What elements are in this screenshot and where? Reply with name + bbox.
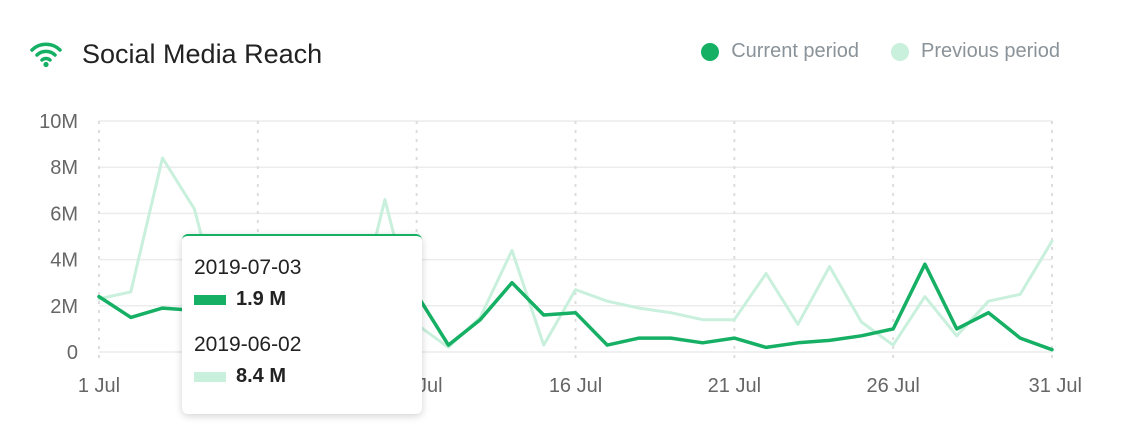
tooltip-swatch-previous <box>194 371 226 382</box>
tooltip-row-current: 1.9 M <box>194 288 422 311</box>
chart-tooltip: 2019-07-03 1.9 M 2019-06-02 8.4 M <box>182 234 422 414</box>
x-tick-label: 21 Jul <box>708 375 761 397</box>
legend-item-current[interactable]: Current period <box>701 40 859 63</box>
tooltip-date-previous: 2019-06-02 <box>194 333 302 356</box>
tooltip-row-previous: 8.4 M <box>194 365 422 388</box>
tooltip-value-previous: 8.4 M <box>236 365 287 387</box>
y-tick-label: 4M <box>50 250 78 272</box>
legend-dot-current <box>701 42 720 61</box>
tooltip-date-current: 2019-07-03 <box>194 256 302 279</box>
legend-label-current: Current period <box>731 40 860 62</box>
tooltip-swatch-current <box>194 294 226 305</box>
legend-label-previous: Previous period <box>921 40 1060 62</box>
wifi-icon <box>30 42 62 68</box>
chart-header: Social Media Reach <box>28 36 322 72</box>
x-tick-label: 1 Jul <box>78 375 120 397</box>
chart-title: Social Media Reach <box>82 38 323 69</box>
y-tick-label: 2M <box>50 296 78 318</box>
chart-legend: Current period Previous period <box>669 40 1060 63</box>
y-tick-label: 8M <box>50 157 78 179</box>
x-tick-label: 16 Jul <box>549 375 602 397</box>
x-tick-label: 31 Jul <box>1029 375 1082 397</box>
legend-dot-previous <box>891 42 910 61</box>
y-tick-label: 0 <box>67 342 78 364</box>
y-tick-label: 6M <box>50 203 78 225</box>
tooltip-current: 2019-07-03 1.9 M <box>194 256 422 311</box>
tooltip-value-current: 1.9 M <box>236 288 287 310</box>
x-tick-label: 26 Jul <box>866 375 919 397</box>
legend-item-previous[interactable]: Previous period <box>891 40 1060 63</box>
y-tick-label: 10M <box>39 111 78 133</box>
tooltip-previous: 2019-06-02 8.4 M <box>194 333 422 388</box>
